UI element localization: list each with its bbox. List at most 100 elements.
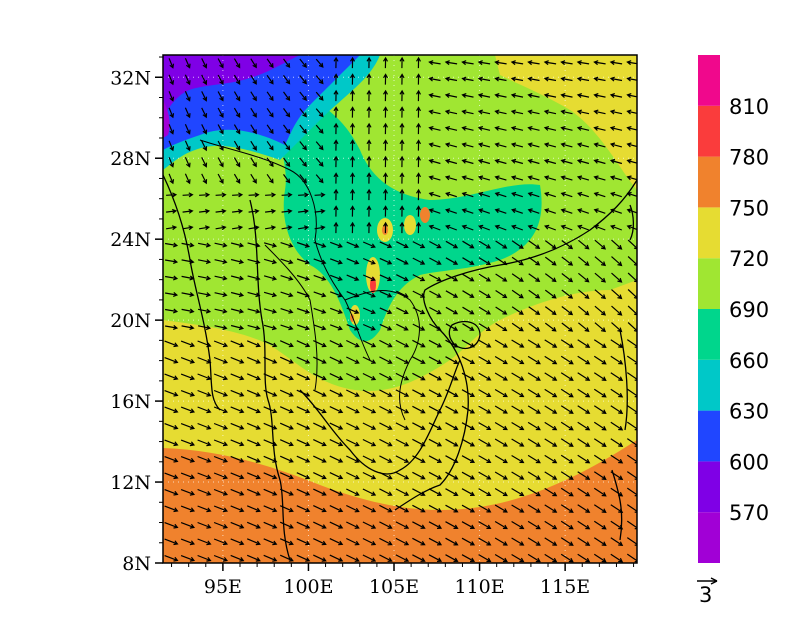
wind-vector [462, 290, 475, 298]
wind-vector [610, 438, 624, 447]
wind-vector [495, 256, 508, 266]
wind-vector [544, 388, 558, 398]
wind-vector [333, 122, 339, 135]
wind-vector [180, 456, 196, 463]
contour-band-780 [163, 440, 637, 563]
wind-vector [217, 91, 224, 102]
wind-vector [527, 372, 541, 381]
wind-vector [346, 438, 360, 447]
wind-vector [610, 487, 624, 497]
wind-vector [184, 107, 191, 119]
wind-vector [527, 109, 540, 115]
wind-vector [299, 157, 307, 167]
wind-vector [230, 258, 245, 265]
wind-vector [429, 240, 442, 249]
wind-vector [412, 471, 426, 480]
contour-band-600 [163, 55, 300, 118]
wind-vector [445, 257, 459, 265]
wind-vector [399, 188, 405, 201]
wind-vector [379, 339, 393, 348]
wind-vector [281, 225, 293, 231]
wind-vector [250, 74, 257, 85]
wind-vector [215, 208, 227, 214]
wind-vector [445, 290, 459, 298]
wind-vector [180, 538, 196, 546]
wind-vector [576, 60, 590, 66]
wind-vector [593, 438, 607, 447]
wind-vector [250, 173, 257, 184]
wind-vector [362, 455, 377, 463]
wind-vector [412, 455, 426, 463]
wind-vector [349, 73, 356, 85]
wind-vector [279, 455, 294, 463]
wind-vector [611, 289, 623, 300]
wind-vector [362, 241, 376, 249]
wind-vector [263, 455, 278, 463]
wind-vector [168, 124, 175, 135]
wind-vector [197, 538, 212, 546]
wind-vector [217, 124, 224, 135]
wind-vector [544, 454, 558, 464]
wind-vector [561, 322, 574, 332]
wind-vector [213, 505, 229, 513]
wind-vector [181, 242, 195, 248]
wind-vector [230, 324, 245, 331]
wind-vector [164, 555, 179, 562]
wind-vector [214, 242, 228, 248]
wind-vector [445, 422, 459, 430]
lat-tick-label: 32N [110, 67, 151, 89]
wind-vector [510, 158, 524, 165]
wind-vector [494, 93, 507, 98]
wind-vector [362, 405, 377, 414]
wind-vector [201, 107, 208, 119]
wind-vector [461, 422, 476, 430]
lat-tick-label: 12N [110, 472, 151, 494]
wind-vector [494, 405, 508, 414]
wind-vector [528, 240, 541, 250]
wind-vector [560, 339, 574, 348]
wind-vector [199, 208, 211, 214]
wind-vector [461, 372, 476, 381]
wind-vector [494, 126, 507, 131]
wind-vector [444, 158, 458, 165]
wind-vector [428, 109, 441, 115]
wind-vector [197, 406, 212, 414]
wind-vector [461, 158, 474, 165]
wind-vector [478, 290, 492, 299]
contour-band-750-ne [495, 55, 637, 190]
wind-vector [333, 205, 339, 217]
wind-vector [560, 438, 574, 447]
wind-vector [379, 455, 393, 463]
wind-vector [168, 173, 175, 185]
colorbar-segment [698, 105, 720, 157]
wind-vector [250, 107, 257, 118]
wind-vector [382, 106, 389, 118]
wind-vector [296, 472, 311, 480]
wind-vector [594, 289, 607, 300]
wind-vector [415, 56, 422, 69]
coastline-hainan [448, 321, 481, 349]
wind-vector [166, 208, 178, 214]
wind-vector [593, 421, 607, 431]
wind-vector [233, 140, 241, 151]
wind-vector [362, 471, 377, 480]
wind-vector [445, 389, 459, 397]
wind-vector [561, 256, 574, 266]
wind-vector [593, 553, 607, 563]
wind-vector [250, 140, 257, 151]
wind-vector [494, 60, 507, 66]
wind-vector [428, 389, 443, 397]
wind-vector [197, 373, 212, 381]
wind-vector [366, 155, 372, 168]
wind-vector [181, 259, 195, 264]
wind-vector [462, 306, 475, 315]
wind-vector [561, 306, 574, 316]
wind-vector [313, 422, 327, 430]
wind-vector [494, 76, 507, 82]
wind-vector [246, 439, 261, 447]
wind-vector [333, 155, 339, 168]
wind-vector [366, 221, 372, 234]
wind-vector [428, 191, 441, 198]
wind-vector [511, 339, 525, 348]
wind-vector [511, 487, 525, 497]
